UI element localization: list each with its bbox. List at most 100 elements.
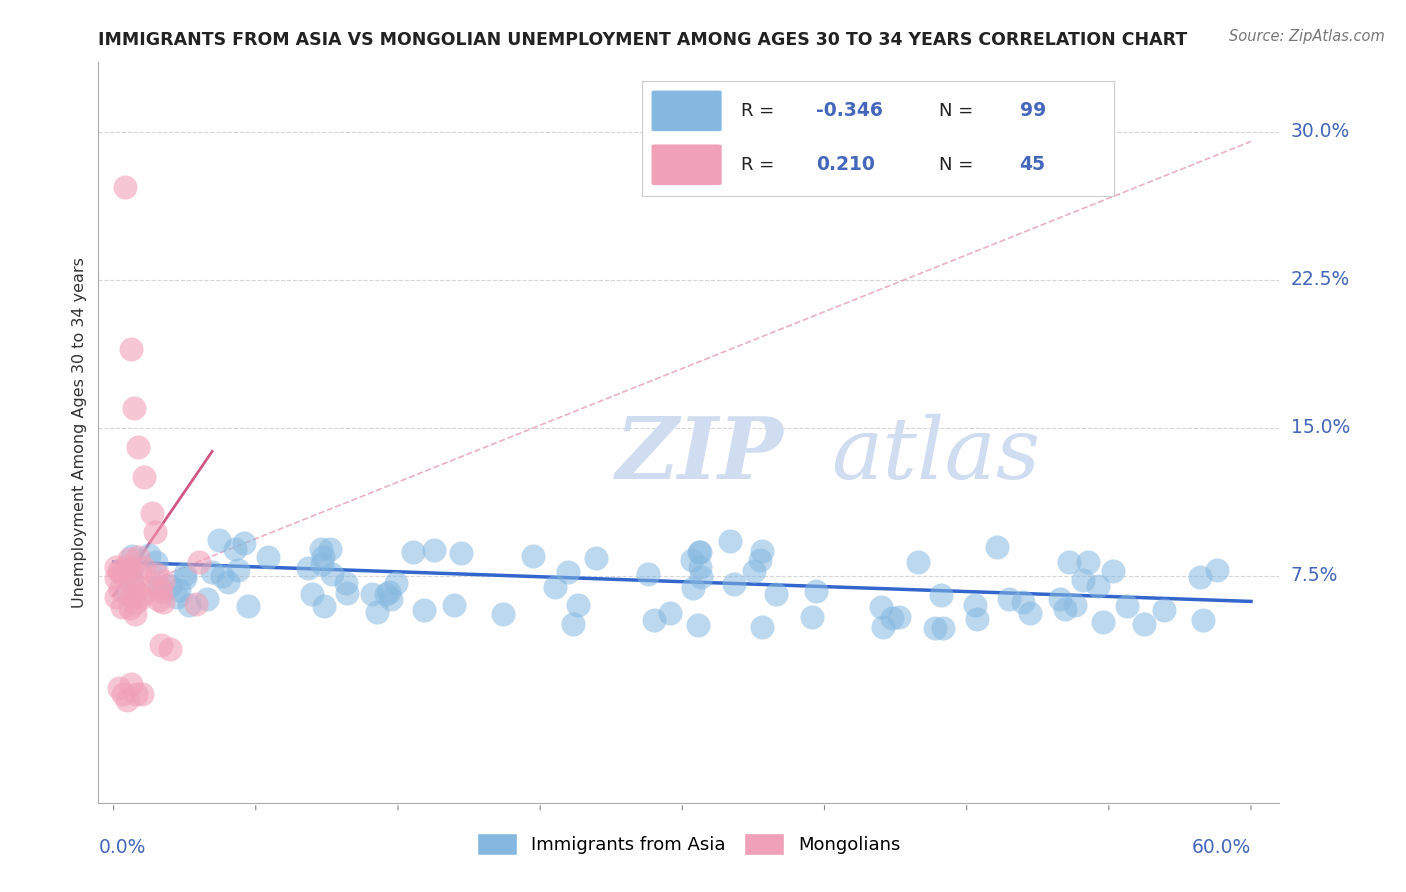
- Point: [124, 595, 146, 609]
- Point: [125, 687, 148, 701]
- Point: [1133, 616, 1156, 631]
- Point: [1063, 598, 1085, 612]
- Point: [148, 593, 170, 607]
- Point: [311, 541, 333, 556]
- Point: [127, 441, 149, 455]
- Point: [688, 618, 710, 632]
- Point: [689, 545, 711, 559]
- Point: [966, 612, 988, 626]
- Point: [143, 525, 166, 540]
- Legend: Immigrants from Asia, Mongolians: Immigrants from Asia, Mongolians: [468, 824, 910, 864]
- Point: [117, 559, 139, 574]
- Point: [138, 548, 160, 562]
- Point: [166, 590, 188, 604]
- Point: [121, 549, 143, 563]
- Point: [718, 534, 741, 549]
- Point: [561, 617, 583, 632]
- Point: [385, 575, 408, 590]
- Point: [907, 556, 929, 570]
- Point: [1077, 555, 1099, 569]
- Point: [413, 603, 436, 617]
- Point: [120, 342, 142, 356]
- Text: 60.0%: 60.0%: [1192, 838, 1251, 857]
- Point: [129, 589, 152, 603]
- Point: [121, 589, 143, 603]
- Point: [167, 583, 190, 598]
- Point: [690, 570, 713, 584]
- Point: [997, 592, 1019, 607]
- Point: [929, 588, 952, 602]
- Point: [312, 550, 335, 565]
- Text: atlas: atlas: [831, 414, 1040, 496]
- Point: [124, 401, 146, 415]
- Point: [360, 587, 382, 601]
- Point: [257, 549, 280, 564]
- Point: [932, 621, 955, 635]
- Point: [141, 506, 163, 520]
- Point: [108, 565, 131, 579]
- Point: [128, 568, 150, 582]
- Point: [422, 543, 444, 558]
- Point: [963, 598, 986, 612]
- Point: [1071, 573, 1094, 587]
- Point: [450, 546, 472, 560]
- Point: [128, 580, 150, 594]
- Point: [108, 582, 131, 596]
- Point: [149, 638, 172, 652]
- Point: [211, 569, 233, 583]
- Point: [688, 545, 710, 559]
- Point: [132, 470, 155, 484]
- Point: [1153, 603, 1175, 617]
- Point: [217, 574, 239, 589]
- Point: [104, 571, 127, 585]
- Point: [377, 584, 399, 599]
- Point: [870, 599, 893, 614]
- Point: [108, 563, 131, 577]
- Point: [1191, 613, 1213, 627]
- Point: [637, 567, 659, 582]
- Point: [924, 621, 946, 635]
- Point: [120, 570, 142, 584]
- Point: [544, 580, 567, 594]
- Point: [115, 693, 138, 707]
- Point: [1206, 563, 1229, 577]
- Point: [226, 563, 249, 577]
- Point: [149, 585, 172, 599]
- Point: [1087, 578, 1109, 592]
- Point: [681, 553, 703, 567]
- Point: [1049, 592, 1071, 607]
- Point: [297, 561, 319, 575]
- Point: [336, 586, 359, 600]
- Point: [125, 584, 148, 599]
- Point: [120, 563, 142, 577]
- Point: [887, 609, 910, 624]
- Point: [115, 586, 138, 600]
- Point: [208, 533, 231, 548]
- Point: [1012, 594, 1035, 608]
- Point: [111, 566, 134, 581]
- Point: [742, 564, 765, 578]
- Point: [179, 598, 201, 612]
- Point: [567, 598, 589, 612]
- Point: [1115, 599, 1137, 613]
- Point: [152, 574, 174, 588]
- Y-axis label: Unemployment Among Ages 30 to 34 years: Unemployment Among Ages 30 to 34 years: [72, 257, 87, 608]
- Point: [159, 641, 181, 656]
- Point: [114, 179, 136, 194]
- Point: [120, 677, 142, 691]
- Point: [402, 544, 425, 558]
- Point: [314, 599, 336, 614]
- Point: [1054, 602, 1077, 616]
- Point: [335, 576, 357, 591]
- Point: [187, 555, 209, 569]
- Point: [804, 584, 827, 599]
- Text: 22.5%: 22.5%: [1291, 270, 1350, 289]
- Text: ZIP: ZIP: [616, 413, 783, 497]
- Point: [118, 552, 141, 566]
- Point: [658, 607, 681, 621]
- Point: [195, 592, 218, 607]
- Point: [689, 559, 711, 574]
- Point: [682, 581, 704, 595]
- Point: [124, 607, 146, 621]
- Point: [311, 557, 333, 571]
